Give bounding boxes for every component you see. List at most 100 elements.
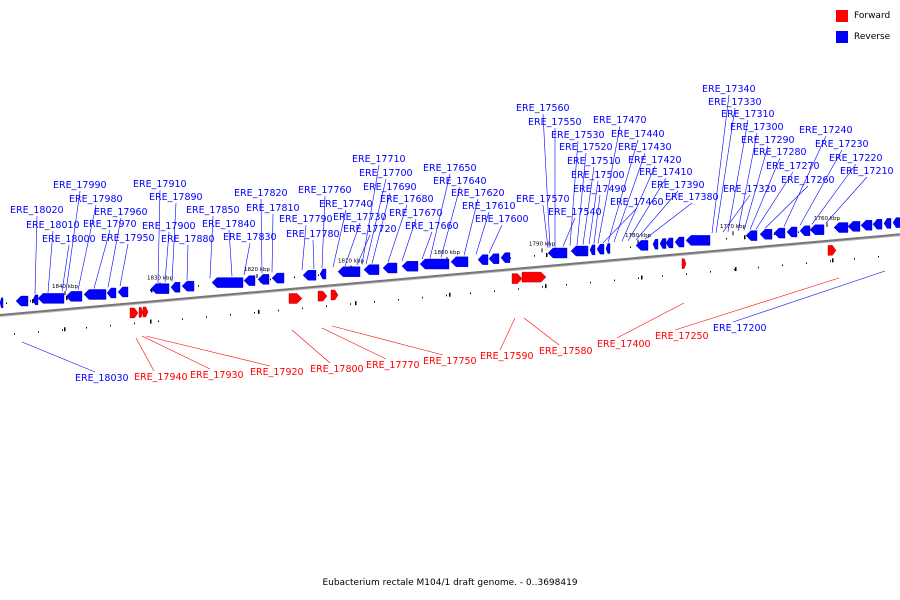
gene-label: ERE_17840 bbox=[202, 219, 256, 230]
gene-label: ERE_17650 bbox=[423, 163, 477, 174]
gene-label: ERE_17600 bbox=[475, 214, 529, 225]
gene-label: ERE_17810 bbox=[246, 203, 300, 214]
reverse-gene-arrow bbox=[419, 258, 450, 270]
reverse-gene-arrow bbox=[685, 235, 711, 246]
gene-label: ERE_17910 bbox=[133, 179, 187, 190]
gene-label: ERE_17230 bbox=[815, 139, 869, 150]
label-leader bbox=[260, 198, 263, 274]
label-leader bbox=[621, 165, 656, 242]
strand-dot bbox=[62, 329, 63, 331]
label-leader bbox=[61, 244, 70, 292]
gene-label: ERE_17970 bbox=[83, 219, 137, 230]
gene-label: ERE_17800 bbox=[310, 364, 364, 375]
label-leader bbox=[164, 231, 170, 283]
lower-gene-labels: ERE_18030 ERE_17940 ERE_17930 ERE_17920 ERE_… bbox=[21, 270, 886, 384]
gene-arrows bbox=[0, 217, 900, 319]
label-leader bbox=[825, 176, 868, 224]
gene-label: ERE_17640 bbox=[433, 176, 487, 187]
gene-label: ERE_17530 bbox=[551, 130, 605, 141]
reverse-gene-arrow bbox=[665, 237, 674, 249]
reverse-gene-arrow bbox=[833, 222, 849, 233]
label-leader bbox=[764, 185, 809, 229]
label-leader bbox=[616, 302, 685, 339]
forward-gene-arrow bbox=[129, 307, 139, 319]
strand-dot bbox=[878, 255, 879, 258]
gene-label: ERE_17750 bbox=[423, 356, 477, 367]
strand-dot bbox=[726, 237, 727, 240]
gene-label: ERE_17740 bbox=[319, 199, 373, 210]
gene-label: ERE_17710 bbox=[352, 154, 406, 165]
reverse-gene-arrow bbox=[401, 261, 419, 272]
label-leader bbox=[145, 335, 271, 367]
reverse-gene-arrow bbox=[257, 274, 270, 285]
reverse-gene-arrow bbox=[150, 283, 170, 294]
legend-label-reverse: Reverse bbox=[854, 31, 891, 42]
label-leader bbox=[301, 224, 307, 270]
gene-label: ERE_17520 bbox=[559, 142, 613, 153]
reverse-gene-arrow bbox=[674, 236, 685, 248]
legend-item-reverse: Reverse bbox=[836, 29, 892, 44]
strand-dot bbox=[326, 305, 327, 307]
reverse-gene-arrow bbox=[363, 264, 380, 275]
reverse-gene-arrow bbox=[0, 297, 4, 309]
strand-mark bbox=[744, 235, 746, 240]
strand-dot bbox=[6, 302, 7, 304]
gene-label: ERE_18020 bbox=[10, 205, 64, 216]
tick-label: 1790 kbp bbox=[529, 241, 555, 247]
gene-label: ERE_17280 bbox=[753, 147, 807, 158]
reverse-gene-arrow bbox=[211, 277, 244, 288]
reverse-gene-arrow bbox=[106, 287, 117, 299]
label-leader bbox=[749, 157, 781, 230]
reverse-gene-arrow bbox=[319, 268, 327, 280]
label-leader bbox=[228, 229, 233, 277]
label-leader bbox=[186, 244, 189, 281]
gene-label: ERE_17510 bbox=[567, 156, 621, 167]
forward-gene-arrow bbox=[827, 245, 837, 256]
gene-label: ERE_18030 bbox=[75, 373, 129, 384]
gene-label: ERE_17570 bbox=[516, 194, 570, 205]
label-leader bbox=[593, 194, 601, 244]
reverse-gene-arrow bbox=[570, 245, 589, 257]
reverse-gene-arrow bbox=[745, 230, 758, 241]
reverse-gene-arrow bbox=[860, 220, 873, 231]
gene-label: ERE_17610 bbox=[462, 201, 516, 212]
label-leader bbox=[209, 215, 214, 279]
label-leader bbox=[291, 329, 331, 364]
legend: Forward Reverse bbox=[836, 8, 892, 50]
strand-dot bbox=[614, 279, 615, 282]
strand-mark bbox=[449, 292, 451, 297]
gene-label: ERE_17310 bbox=[721, 109, 775, 120]
strand-mark bbox=[546, 253, 548, 258]
label-leader bbox=[523, 317, 560, 346]
label-leader bbox=[344, 222, 361, 267]
reverse-gene-arrow bbox=[271, 272, 285, 284]
label-leader bbox=[488, 224, 503, 254]
reverse-gene-arrow bbox=[243, 275, 256, 286]
label-leader bbox=[171, 202, 177, 282]
gene-label: ERE_17400 bbox=[597, 339, 651, 350]
label-leader bbox=[65, 190, 81, 292]
label-leader bbox=[542, 113, 551, 248]
tick-label: 1810 kbp bbox=[338, 259, 364, 265]
strand-dot bbox=[806, 262, 807, 264]
forward-gene-arrow bbox=[142, 306, 149, 318]
gene-label: ERE_17700 bbox=[359, 168, 413, 179]
gene-label: ERE_17410 bbox=[639, 167, 693, 178]
gene-label: ERE_18010 bbox=[26, 220, 80, 231]
label-leader bbox=[107, 217, 122, 288]
gene-label: ERE_17950 bbox=[101, 233, 155, 244]
label-leader bbox=[365, 178, 387, 265]
label-leader bbox=[371, 192, 391, 264]
strand-mark bbox=[150, 319, 152, 324]
strand-dot bbox=[638, 277, 639, 279]
label-leader bbox=[157, 189, 161, 283]
label-leader bbox=[356, 234, 371, 266]
strand-dot bbox=[630, 246, 631, 248]
strand-dot bbox=[534, 255, 535, 257]
strand-dot bbox=[446, 294, 447, 297]
label-leader bbox=[429, 173, 451, 259]
label-leader bbox=[597, 125, 621, 244]
gene-label: ERE_17440 bbox=[611, 129, 665, 140]
strand-mark bbox=[641, 275, 643, 280]
label-leader bbox=[613, 152, 646, 243]
